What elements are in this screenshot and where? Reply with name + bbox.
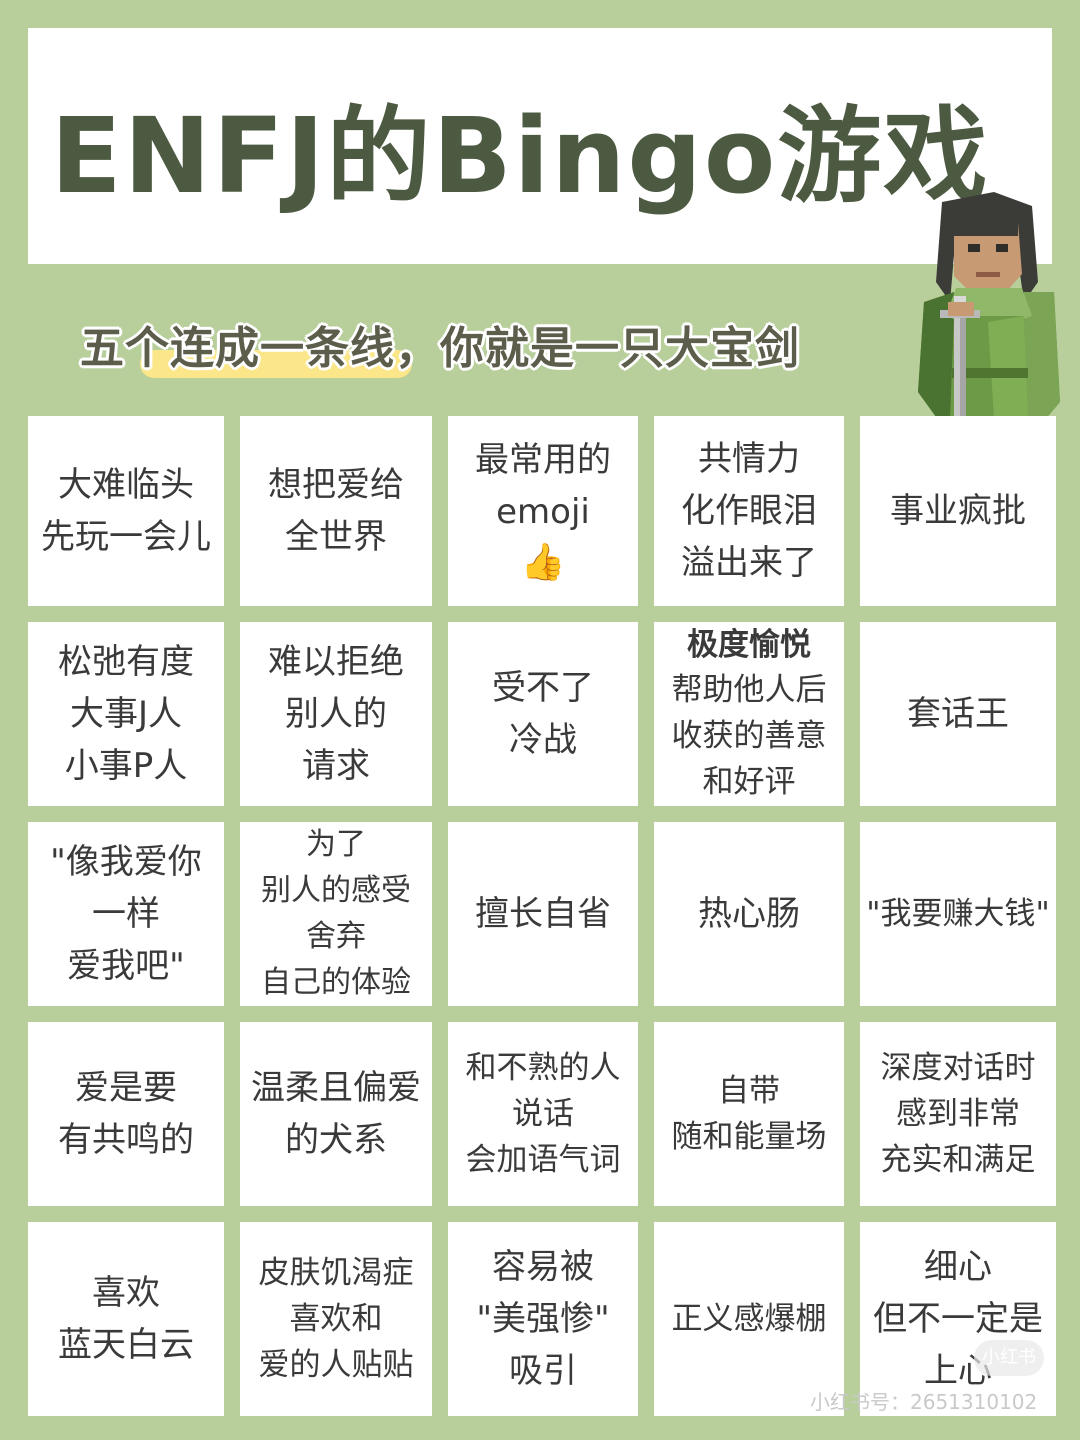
- cell-line: 会加语气词: [465, 1142, 621, 1178]
- cell-line: 随和能量场: [671, 1119, 827, 1155]
- cell-line: "我要赚大钱": [866, 896, 1050, 932]
- cell-line: 全世界: [285, 517, 387, 557]
- bingo-cell[interactable]: 极度愉悦 帮助他人后 收获的善意 和好评: [654, 622, 844, 806]
- cell-line: 的犬系: [285, 1120, 387, 1160]
- subtitle-banner: 五个连成一条线，你就是一只大宝剑: [80, 300, 920, 390]
- cell-line: 大事J人: [69, 694, 183, 734]
- cell-line: 收获的善意: [671, 718, 827, 754]
- bingo-cell[interactable]: 为了 别人的感受 舍弃 自己的体验: [240, 822, 432, 1006]
- cell-line: 爱是要: [75, 1068, 177, 1108]
- cell-line: 充实和满足: [880, 1142, 1036, 1178]
- cell-line: 热心肠: [698, 894, 800, 934]
- cell-line: 感到非常: [896, 1096, 1020, 1132]
- bingo-cell[interactable]: 擅长自省: [448, 822, 638, 1006]
- cell-line: 别人的: [285, 694, 387, 734]
- cell-line: 和不熟的人: [465, 1050, 621, 1086]
- watermark-badge: 小红书: [974, 1340, 1044, 1376]
- cell-line: emoji: [496, 492, 590, 532]
- bingo-cell[interactable]: 事业疯批: [860, 416, 1056, 606]
- cell-heading: 极度愉悦: [687, 627, 811, 663]
- page-title: ENFJ的Bingo游戏: [50, 94, 990, 217]
- watermark: 小红书号：2651310102: [810, 1390, 1038, 1414]
- bingo-cell[interactable]: "像我爱你 一样 爱我吧": [28, 822, 224, 1006]
- cell-line: 喜欢: [92, 1273, 160, 1313]
- bingo-cell[interactable]: 最常用的 emoji 👍: [448, 416, 638, 606]
- cell-line: "像我爱你: [50, 842, 202, 882]
- bingo-cell[interactable]: 和不熟的人 说话 会加语气词: [448, 1022, 638, 1206]
- bingo-cell[interactable]: 爱是要 有共鸣的: [28, 1022, 224, 1206]
- cell-line: 先玩一会儿: [41, 517, 211, 557]
- cell-line: 大难临头: [58, 465, 194, 505]
- bingo-cell[interactable]: 温柔且偏爱 的犬系: [240, 1022, 432, 1206]
- cell-line: 请求: [302, 746, 370, 786]
- cell-line: 容易被: [492, 1247, 594, 1287]
- cell-line: 但不一定是: [873, 1299, 1043, 1339]
- cell-line: 难以拒绝: [268, 642, 404, 682]
- cell-line: 想把爱给: [268, 465, 404, 505]
- bingo-cell[interactable]: 套话王: [860, 622, 1056, 806]
- bingo-cell[interactable]: 难以拒绝 别人的 请求: [240, 622, 432, 806]
- cell-line: 深度对话时: [880, 1050, 1036, 1086]
- cell-line: 说话: [512, 1096, 574, 1132]
- cell-line: 喜欢和: [289, 1301, 383, 1337]
- cell-line: 共情力: [698, 439, 800, 479]
- cell-line: 皮肤饥渴症: [258, 1255, 414, 1291]
- cell-line: 爱的人贴贴: [258, 1347, 414, 1383]
- cell-line: 正义感爆棚: [671, 1301, 827, 1337]
- bingo-cell[interactable]: 松弛有度 大事J人 小事P人: [28, 622, 224, 806]
- cell-line: 冷战: [509, 720, 577, 760]
- cell-line: 擅长自省: [475, 894, 611, 934]
- cell-line: 细心: [924, 1247, 992, 1287]
- cell-line: 有共鸣的: [58, 1120, 194, 1160]
- cell-line: 小事P人: [64, 746, 188, 786]
- cell-line: 爱我吧": [67, 946, 185, 986]
- cell-line: 事业疯批: [890, 491, 1026, 531]
- cell-line: 溢出来了: [681, 543, 817, 583]
- cell-line: 化作眼泪: [681, 491, 817, 531]
- bingo-cell[interactable]: 热心肠: [654, 822, 844, 1006]
- cell-line: 蓝天白云: [58, 1325, 194, 1365]
- title-card: ENFJ的Bingo游戏: [28, 28, 1052, 264]
- bingo-cell[interactable]: 想把爱给 全世界: [240, 416, 432, 606]
- bingo-cell[interactable]: 共情力 化作眼泪 溢出来了: [654, 416, 844, 606]
- bingo-cell[interactable]: 受不了 冷战: [448, 622, 638, 806]
- bingo-cell[interactable]: 容易被 "美强惨" 吸引: [448, 1222, 638, 1416]
- cell-line: 为了: [306, 827, 366, 862]
- bingo-grid: 大难临头 先玩一会儿 想把爱给 全世界 最常用的 emoji 👍 共情力 化作眼…: [28, 416, 1056, 1416]
- cell-line: 松弛有度: [58, 642, 194, 682]
- cell-line: "美强惨": [476, 1299, 610, 1339]
- cell-line: 自带: [718, 1073, 780, 1109]
- bingo-cell[interactable]: 自带 随和能量场: [654, 1022, 844, 1206]
- bingo-cell[interactable]: 大难临头 先玩一会儿: [28, 416, 224, 606]
- warrior-icon: [918, 192, 1060, 438]
- bingo-cell[interactable]: 皮肤饥渴症 喜欢和 爱的人贴贴: [240, 1222, 432, 1416]
- thumbs-up-icon: 👍: [520, 542, 566, 583]
- bingo-cell[interactable]: "我要赚大钱": [860, 822, 1056, 1006]
- bingo-cell[interactable]: 深度对话时 感到非常 充实和满足: [860, 1022, 1056, 1206]
- bingo-cell[interactable]: 喜欢 蓝天白云: [28, 1222, 224, 1416]
- cell-line: 别人的感受: [261, 873, 411, 908]
- cell-line: 受不了: [492, 668, 594, 708]
- cell-line: 帮助他人后: [671, 672, 827, 708]
- bingo-cell[interactable]: 正义感爆棚: [654, 1222, 844, 1416]
- cell-line: 一样: [92, 894, 160, 934]
- cell-line: 和好评: [702, 764, 796, 800]
- cell-line: 自己的体验: [261, 965, 411, 1000]
- subtitle: 五个连成一条线，你就是一只大宝剑: [80, 323, 800, 374]
- bingo-cell[interactable]: 细心 但不一定是 上心: [860, 1222, 1056, 1416]
- cell-line: 舍弃: [306, 919, 366, 954]
- cell-line: 最常用的: [475, 440, 611, 480]
- cell-line: 套话王: [907, 694, 1009, 734]
- cell-line: 温柔且偏爱: [251, 1068, 421, 1108]
- cell-line: 吸引: [509, 1351, 577, 1391]
- subtitle-highlight: [140, 350, 412, 378]
